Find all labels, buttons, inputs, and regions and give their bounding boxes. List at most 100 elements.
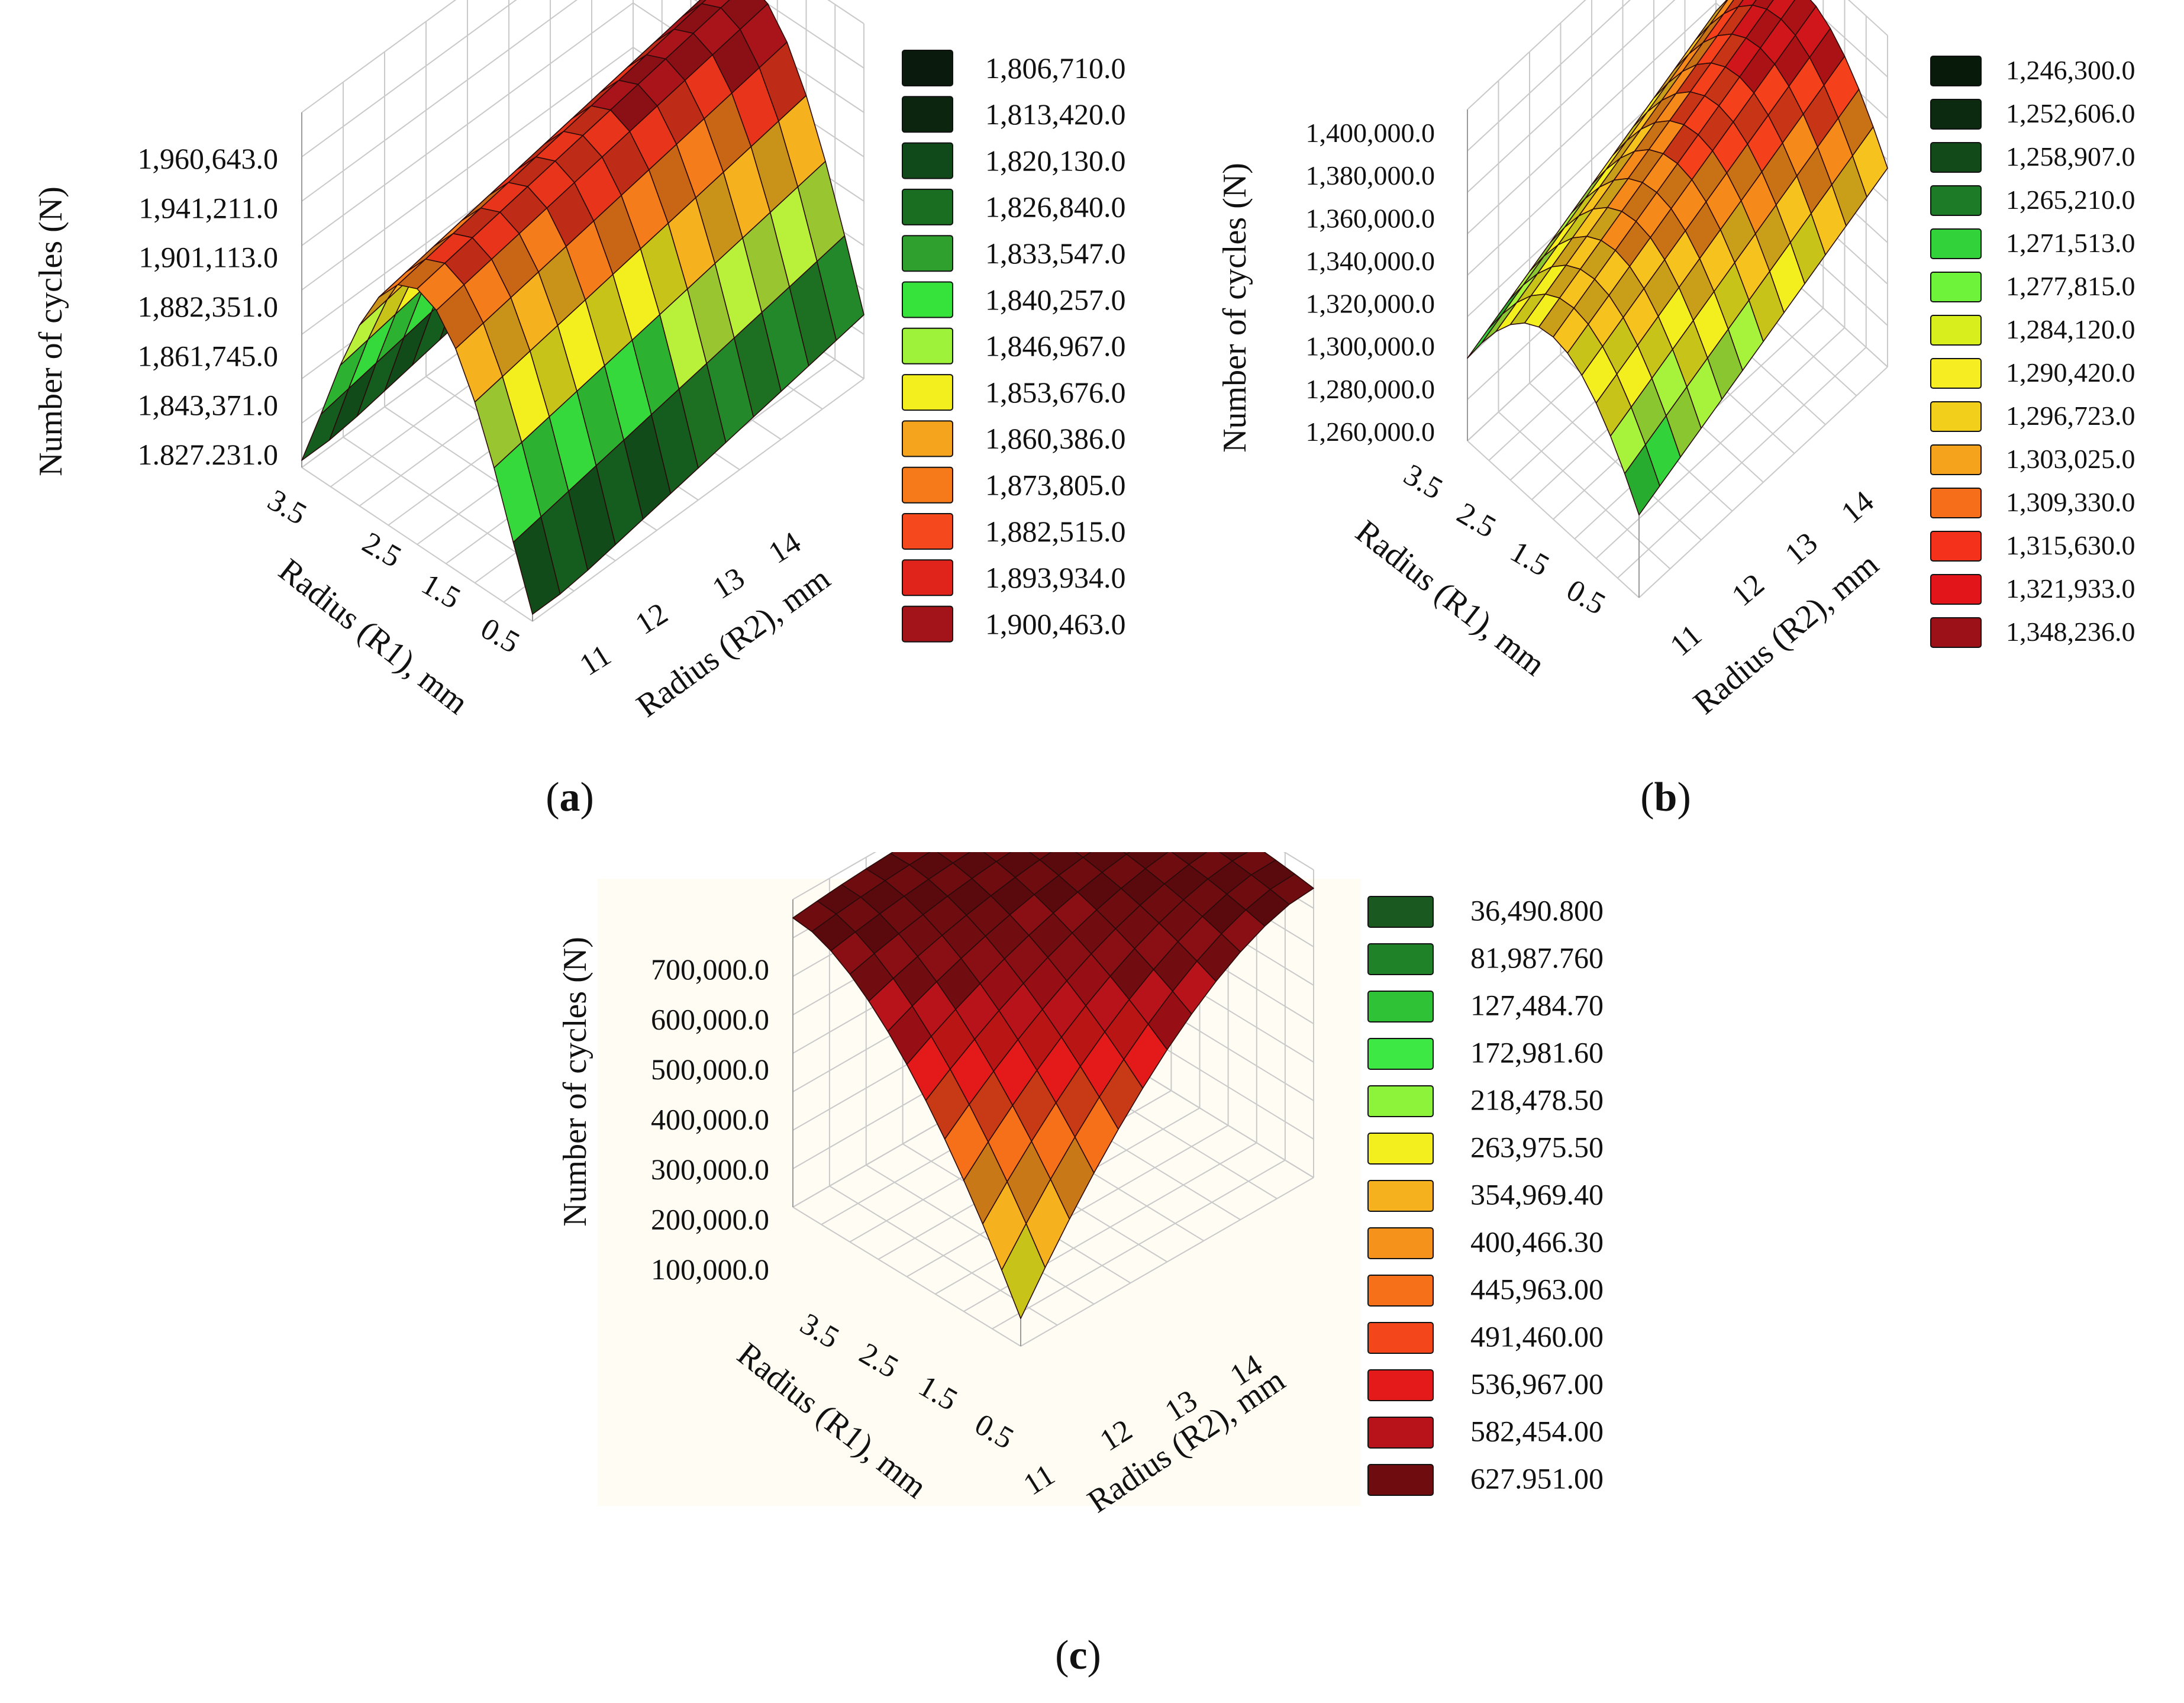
legend-swatch — [902, 466, 953, 504]
y-tick-label: 14 — [763, 525, 807, 570]
legend-label: 1,806,710.0 — [985, 51, 1126, 85]
legend-swatch — [1930, 56, 1982, 86]
legend-label: 1,265,210.0 — [2006, 185, 2135, 215]
y-tick-label: 11 — [1664, 618, 1708, 663]
legend-swatch — [902, 281, 953, 318]
z-tick-label: 1,400,000.0 — [1306, 118, 1435, 148]
z-tick-label: 1,380,000.0 — [1306, 160, 1435, 191]
chart-panel-c: 36,490.800 81,987.760 127,484.70 172,981.60… — [0, 730, 2184, 1700]
legend-label: 1,284,120.0 — [2006, 314, 2135, 344]
grid-line — [1802, 0, 1888, 78]
legend-label: 582,454.00 — [1470, 1415, 1604, 1448]
panel-caption: (c) — [1055, 1633, 1101, 1678]
z-tick-label: 1,901,113.0 — [138, 241, 278, 274]
y-axis-label: Radius (R2), mm — [1686, 546, 1886, 721]
legend-swatch — [1367, 1417, 1434, 1449]
legend-swatch — [1930, 488, 1982, 518]
legend-label: 1,853,676.0 — [985, 376, 1126, 409]
legend-swatch — [1367, 1038, 1434, 1070]
legend-label: 1,246,300.0 — [2006, 55, 2135, 85]
legend-label: 1,813,420.0 — [985, 98, 1126, 131]
legend-swatch — [1930, 272, 1982, 302]
grid-line — [1467, 0, 1676, 193]
z-tick-label: 1,941,211.0 — [138, 191, 278, 224]
z-tick-label: 200,000.0 — [651, 1203, 769, 1236]
legend-label: 627.951.00 — [1470, 1462, 1604, 1495]
surface-cell — [1624, 444, 1660, 516]
legend-swatch — [1367, 1464, 1434, 1496]
surface-cell — [1001, 1223, 1046, 1320]
legend-label: 1,826,840.0 — [985, 191, 1126, 224]
z-tick-label: 400,000.0 — [651, 1103, 769, 1136]
y-tick-label: 12 — [630, 596, 673, 641]
surface-cell — [512, 516, 561, 615]
grid-line — [1467, 0, 1631, 151]
legend-swatch — [1930, 185, 1982, 216]
legend-label: 1,290,420.0 — [2006, 357, 2135, 388]
grid-line — [301, 0, 457, 113]
y-tick-label: 12 — [1725, 567, 1770, 613]
legend-swatch — [902, 420, 953, 457]
grid-line — [1847, 0, 1888, 36]
y-tick-label: 11 — [574, 638, 617, 683]
x-tick-label: 3.5 — [1398, 458, 1449, 507]
z-tick-label: 100,000.0 — [651, 1253, 769, 1286]
legend-label: 1,258,907.0 — [2006, 141, 2135, 172]
z-axis-label: Number of cycles (N) — [557, 937, 593, 1227]
z-tick-label: 1,340,000.0 — [1306, 246, 1435, 276]
legend-label: 1,271,513.0 — [2006, 228, 2135, 258]
grid-line — [1467, 0, 1586, 110]
legend-swatch — [902, 559, 953, 596]
legend-label: 1,303,025.0 — [2006, 444, 2135, 474]
legend-label: 1,893,934.0 — [985, 561, 1126, 594]
legend-label: 445,963.00 — [1470, 1273, 1604, 1306]
x-tick-label: 0.5 — [475, 612, 525, 660]
legend-label: 1,882,515.0 — [985, 515, 1126, 548]
y-tick-label: 13 — [707, 561, 750, 606]
legend-swatch — [902, 50, 953, 86]
legend-label: 1,277,815.0 — [2006, 271, 2135, 301]
legend-label: 263,975.50 — [1470, 1131, 1604, 1164]
legend-swatch — [902, 142, 953, 179]
z-tick-label: 1,320,000.0 — [1306, 289, 1435, 319]
legend-swatch — [1930, 142, 1982, 173]
legend-swatch — [1930, 444, 1982, 475]
legend-label: 1,833,547.0 — [985, 237, 1126, 270]
chart-panel-a: 1,806,710.0 1,813,420.0 1,820,130.0 1,826,8… — [0, 0, 1183, 852]
legend-label: 1,315,630.0 — [2006, 530, 2135, 560]
grid-line — [301, 2, 634, 246]
legend-swatch — [1930, 315, 1982, 346]
legend-label: 1,840,257.0 — [985, 283, 1126, 316]
legend-swatch — [1930, 574, 1982, 605]
legend-label: 1,900,463.0 — [985, 607, 1126, 640]
z-tick-label: 1,280,000.0 — [1306, 374, 1435, 404]
legend-label: 81,987.760 — [1470, 941, 1604, 975]
legend-label: 1,309,330.0 — [2006, 487, 2135, 517]
grid-line — [760, 0, 864, 69]
z-tick-label: 1,882,351.0 — [138, 290, 279, 323]
legend-swatch — [1930, 617, 1982, 648]
legend-label: 172,981.60 — [1470, 1036, 1604, 1069]
x-tick-label: 2.5 — [1451, 496, 1502, 545]
panel-caption: (b) — [1640, 775, 1691, 820]
legend-swatch — [1367, 1180, 1434, 1212]
legend-swatch — [1367, 1275, 1434, 1307]
legend-label: 1,846,967.0 — [985, 330, 1126, 363]
legend-label: 218,478.50 — [1470, 1083, 1604, 1117]
z-tick-label: 1,861,745.0 — [138, 339, 279, 372]
y-tick-label: 13 — [1779, 526, 1824, 572]
grid-line — [1467, 2, 1717, 234]
surface-plot-a: 1,806,710.0 1,813,420.0 1,820,130.0 1,826,8… — [33, 0, 1126, 820]
legend-label: 36,490.800 — [1470, 894, 1604, 927]
z-tick-label: 700,000.0 — [651, 953, 769, 986]
legend-label: 127,484.70 — [1470, 989, 1604, 1022]
z-tick-label: 1,360,000.0 — [1306, 203, 1435, 233]
z-axis-label: Number of cycles (N) — [33, 186, 69, 476]
z-tick-label: 500,000.0 — [651, 1053, 769, 1086]
legend-swatch — [1930, 531, 1982, 562]
legend-label: 1,820,130.0 — [985, 144, 1126, 177]
z-tick-label: 1,260,000.0 — [1306, 417, 1435, 447]
z-tick-label: 1.827.231.0 — [138, 438, 279, 471]
x-tick-label: 1.5 — [1505, 535, 1555, 583]
legend-swatch — [1930, 228, 1982, 259]
